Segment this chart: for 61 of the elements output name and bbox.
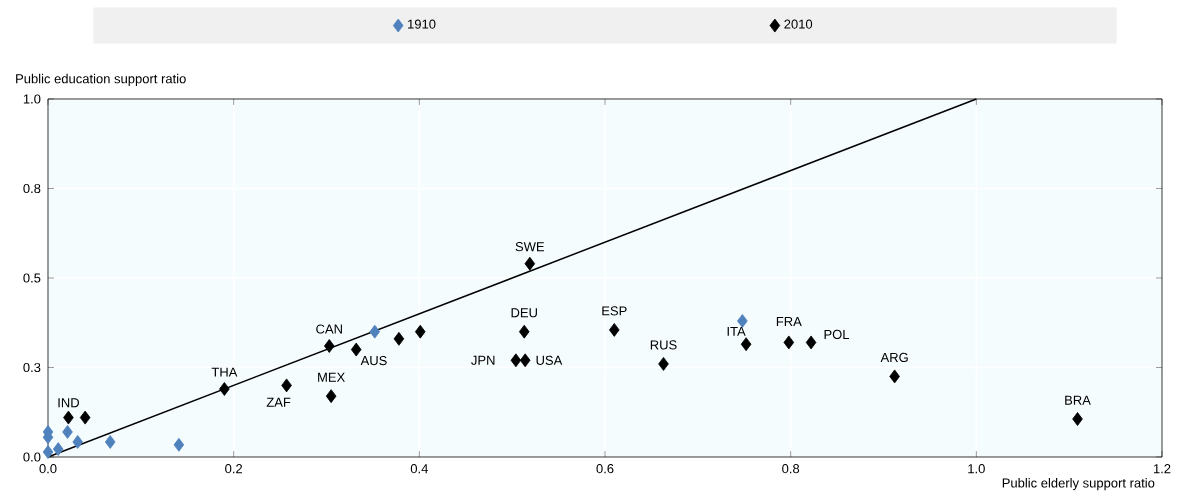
annotation: IND	[58, 398, 79, 408]
x-tick-label: 0.8	[782, 464, 800, 474]
point	[737, 314, 748, 328]
point	[393, 331, 405, 346]
y-axis-title: Public education support ratio	[16, 73, 186, 86]
annotation: POL	[824, 329, 850, 340]
y-tick-label: 0.8	[23, 183, 41, 194]
annotation: ZAF	[266, 397, 291, 407]
point	[72, 435, 83, 449]
point	[350, 342, 362, 357]
point	[518, 324, 530, 339]
y-tick-label: 0.3	[23, 362, 41, 373]
point	[219, 382, 230, 396]
y-tick-label: 0.0	[23, 452, 41, 462]
annotation: MEX	[318, 372, 345, 382]
y-tick-label: 0.5	[23, 273, 41, 283]
point	[52, 442, 64, 456]
point	[324, 339, 335, 353]
point	[325, 389, 337, 404]
annotation: FRA	[776, 317, 802, 327]
annotation: SWE	[515, 242, 545, 252]
point	[609, 323, 620, 337]
point	[369, 324, 381, 339]
point	[414, 324, 426, 339]
annotation: ARG	[880, 352, 908, 363]
point	[104, 435, 116, 449]
annotation: CAN	[316, 324, 342, 334]
x-tick-label: 0.2	[225, 464, 243, 474]
x-tick-label: 1.0	[968, 464, 985, 474]
x-tick-label: 0.4	[410, 464, 428, 474]
point	[805, 335, 817, 350]
point	[740, 337, 752, 352]
point	[783, 335, 795, 350]
point	[889, 369, 900, 384]
annotation: ITA	[727, 326, 746, 336]
point	[510, 353, 522, 368]
point	[42, 445, 54, 459]
annotation: JPN	[471, 355, 495, 365]
legend-label: 2010	[784, 19, 813, 29]
annotation: DEU	[511, 308, 537, 318]
point	[62, 425, 73, 439]
x-tick-label: 0.0	[39, 464, 57, 474]
annotation: ESP	[602, 306, 627, 316]
point	[524, 256, 536, 271]
point	[173, 437, 185, 452]
annotation: AUS	[360, 356, 387, 366]
point	[1072, 412, 1083, 426]
point	[281, 378, 292, 393]
point	[658, 357, 669, 371]
point	[63, 410, 74, 425]
annotation: BRA	[1065, 395, 1091, 405]
x-axis-title: Public elderly support ratio	[1002, 478, 1155, 491]
y-tick-label: 1.0	[23, 94, 41, 104]
x-tick-label: 0.6	[596, 464, 614, 474]
annotation: RUS	[650, 340, 677, 350]
annotation: THA	[211, 367, 238, 377]
point	[519, 353, 531, 368]
annotation: USA	[536, 355, 563, 365]
legend-label: 1910	[408, 19, 436, 29]
x-tick-label: 1.2	[1153, 464, 1171, 474]
point	[79, 410, 91, 425]
